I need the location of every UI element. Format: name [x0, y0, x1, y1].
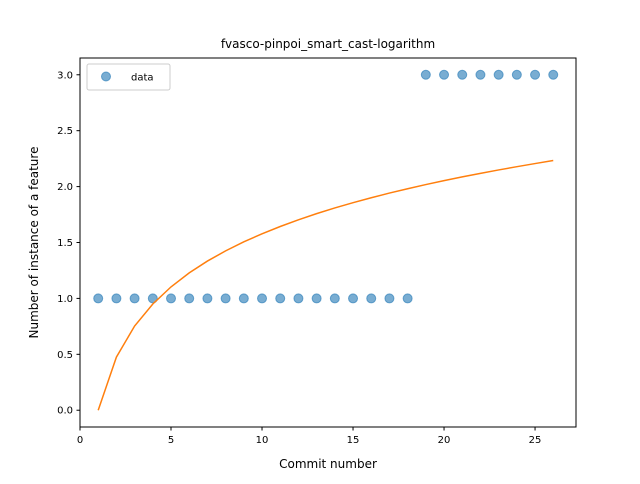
chart-title: fvasco-pinpoi_smart_cast-logarithm — [221, 37, 435, 51]
data-point — [147, 293, 158, 304]
y-tick-label: 1.5 — [57, 238, 73, 249]
plot-area — [93, 69, 559, 411]
x-tick-label: 15 — [347, 435, 360, 446]
data-point — [111, 293, 122, 304]
data-point — [493, 69, 504, 80]
data-point — [257, 293, 268, 304]
data-point — [166, 293, 177, 304]
y-axis-label: Number of instance of a feature — [27, 147, 41, 339]
y-tick-label: 2.5 — [57, 126, 73, 137]
data-point — [184, 293, 195, 304]
legend-marker-data — [101, 71, 111, 82]
data-point — [439, 69, 450, 80]
data-point — [275, 293, 286, 304]
data-point — [293, 293, 304, 304]
data-point — [348, 293, 359, 304]
data-point — [420, 69, 431, 80]
data-point — [548, 69, 559, 80]
y-axis-ticks: 0.0 0.5 1.0 1.5 2.0 2.5 3.0 — [57, 70, 80, 417]
data-point — [475, 69, 486, 80]
data-point — [202, 293, 213, 304]
legend-box — [86, 63, 171, 91]
x-tick-label: 10 — [256, 435, 269, 446]
y-tick-label: 0.5 — [57, 350, 73, 361]
x-tick-label: 25 — [529, 435, 542, 446]
data-point — [457, 69, 468, 80]
legend-label-data: data — [131, 73, 154, 84]
data-point — [129, 293, 140, 304]
x-axis-ticks: 0 5 10 15 20 25 — [77, 427, 542, 446]
y-tick-label: 2.0 — [57, 182, 73, 193]
data-point — [238, 293, 249, 304]
y-tick-label: 1.0 — [57, 294, 73, 305]
x-tick-label: 0 — [77, 435, 83, 446]
x-tick-label: 20 — [438, 435, 451, 446]
data-point — [384, 293, 395, 304]
axes-frame — [79, 57, 577, 428]
y-tick-label: 0.0 — [57, 406, 73, 417]
data-point — [530, 69, 541, 80]
data-point — [366, 293, 377, 304]
x-axis-label: Commit number — [279, 457, 377, 471]
data-point — [93, 293, 104, 304]
data-point — [511, 69, 522, 80]
data-point — [329, 293, 340, 304]
fit-line — [97, 159, 554, 411]
data-point — [311, 293, 322, 304]
legend: data — [86, 63, 171, 91]
data-point — [220, 293, 231, 304]
y-tick-label: 3.0 — [57, 70, 73, 81]
x-tick-label: 5 — [168, 435, 174, 446]
data-point — [402, 293, 413, 304]
